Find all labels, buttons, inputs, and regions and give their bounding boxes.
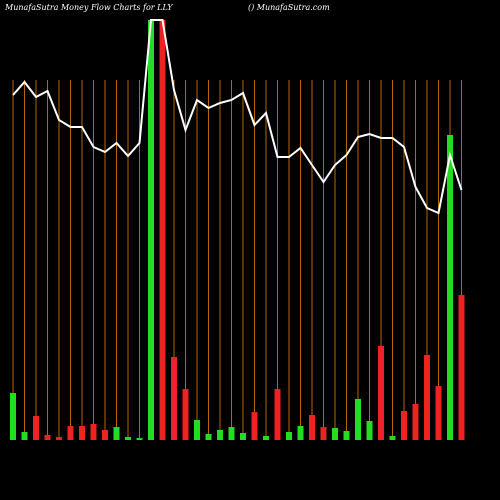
- bar: [309, 415, 315, 440]
- bar: [136, 438, 143, 440]
- bar: [56, 437, 62, 440]
- chart-title: MunafaSutra Money Flow Charts for LLY: [4, 3, 173, 12]
- bar: [90, 424, 97, 440]
- bar: [10, 393, 16, 440]
- bar: [102, 430, 108, 440]
- bar: [125, 437, 131, 440]
- bar: [182, 389, 189, 440]
- bar: [171, 357, 177, 440]
- bar: [113, 427, 120, 440]
- bar: [33, 416, 39, 440]
- bar: [435, 386, 442, 440]
- bar: [67, 426, 74, 440]
- money-flow-line: [12, 19, 463, 215]
- bar: [320, 427, 327, 440]
- bar: [274, 389, 281, 440]
- bar: [205, 434, 212, 440]
- bar: [355, 399, 361, 440]
- bar: [389, 436, 396, 440]
- bar: [343, 431, 350, 440]
- bar: [412, 404, 419, 440]
- bar: [148, 20, 154, 440]
- bar: [217, 430, 223, 440]
- bar: [297, 426, 304, 440]
- bar: [21, 432, 28, 440]
- bar: [79, 426, 85, 440]
- bar: [44, 435, 51, 440]
- bar: [401, 411, 407, 440]
- bar: [332, 428, 338, 440]
- bar: [378, 346, 384, 440]
- bar: [194, 420, 200, 440]
- chart-subtitle: () MunafaSutra.com: [248, 3, 330, 12]
- bar: [366, 421, 373, 440]
- bar: [159, 20, 166, 440]
- bar: [251, 412, 258, 440]
- bar: [286, 432, 292, 440]
- bar: [240, 433, 246, 440]
- bar: [424, 355, 430, 440]
- bar: [263, 436, 269, 440]
- bar: [228, 427, 235, 440]
- bar: [447, 135, 453, 440]
- bar: [458, 295, 465, 440]
